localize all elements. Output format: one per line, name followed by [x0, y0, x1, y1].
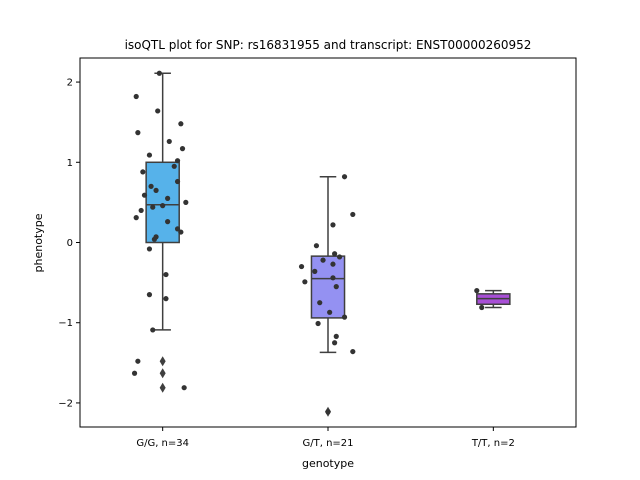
- data-point: [313, 243, 320, 249]
- box-group: [131, 70, 189, 393]
- data-point: [181, 385, 187, 391]
- outlier-marker: [159, 382, 166, 393]
- data-point: [320, 257, 326, 263]
- data-point: [141, 192, 148, 198]
- data-point: [474, 288, 480, 294]
- data-point: [160, 203, 166, 209]
- data-point: [330, 275, 336, 281]
- data-point: [327, 309, 333, 315]
- outlier-marker: [159, 356, 166, 367]
- data-point: [151, 236, 157, 242]
- data-point: [140, 169, 146, 175]
- data-point: [135, 358, 141, 364]
- data-point: [146, 292, 153, 298]
- data-point: [479, 304, 485, 311]
- data-point: [330, 222, 336, 228]
- data-point: [298, 263, 305, 270]
- data-point: [133, 93, 139, 100]
- data-point: [163, 296, 169, 302]
- data-point: [325, 409, 331, 415]
- data-point: [163, 271, 169, 278]
- data-point: [135, 130, 141, 136]
- y-tick-label: 0: [67, 238, 73, 249]
- data-point: [165, 195, 171, 201]
- data-point: [150, 204, 156, 210]
- box-iqr: [310, 255, 346, 319]
- data-point: [174, 178, 181, 185]
- y-tick-label: 1: [67, 158, 73, 169]
- chart-title: isoQTL plot for SNP: rs16831955 and tran…: [125, 38, 532, 52]
- y-tick-label: −2: [58, 398, 73, 409]
- data-point: [174, 158, 181, 164]
- y-axis-label: phenotype: [32, 213, 45, 272]
- data-point: [315, 320, 321, 327]
- data-point: [302, 279, 308, 285]
- data-point: [178, 121, 184, 127]
- data-point: [138, 207, 144, 214]
- data-point: [178, 229, 184, 235]
- plot-area: [131, 70, 511, 417]
- data-point: [155, 108, 161, 114]
- data-point: [341, 314, 348, 320]
- data-point: [174, 226, 181, 232]
- x-axis-label: genotype: [302, 457, 354, 470]
- data-point: [133, 215, 139, 221]
- y-tick-label: 2: [67, 78, 73, 89]
- data-point: [333, 333, 339, 339]
- data-point: [146, 152, 153, 158]
- data-point: [179, 146, 186, 152]
- y-tick-label: −1: [58, 318, 73, 329]
- data-point: [317, 300, 323, 306]
- data-point: [148, 183, 154, 189]
- axes: −2 −1 0 1 2 G/G, n=34 G/T, n=21 T/T, n=2: [58, 57, 577, 449]
- data-point: [153, 187, 159, 193]
- data-point: [330, 261, 336, 267]
- data-point: [131, 370, 138, 376]
- x-tick-label: G/T, n=21: [302, 438, 353, 449]
- box-iqr: [145, 161, 180, 244]
- data-point: [150, 327, 156, 333]
- data-point: [350, 348, 356, 355]
- data-point: [146, 246, 153, 252]
- data-point: [166, 138, 172, 145]
- outlier-marker: [159, 368, 166, 379]
- data-point: [156, 70, 162, 76]
- data-point: [165, 219, 171, 225]
- data-point: [333, 284, 339, 290]
- data-point: [336, 254, 343, 260]
- data-point: [171, 163, 177, 169]
- data-point: [350, 211, 356, 218]
- box-group: [474, 288, 511, 311]
- data-point: [312, 268, 318, 274]
- data-point: [183, 199, 189, 205]
- x-tick-label: T/T, n=2: [471, 438, 515, 449]
- data-point: [332, 340, 338, 346]
- box-group: [298, 174, 356, 417]
- data-point: [332, 251, 338, 257]
- x-tick-label: G/G, n=34: [136, 438, 189, 449]
- data-point: [341, 174, 348, 180]
